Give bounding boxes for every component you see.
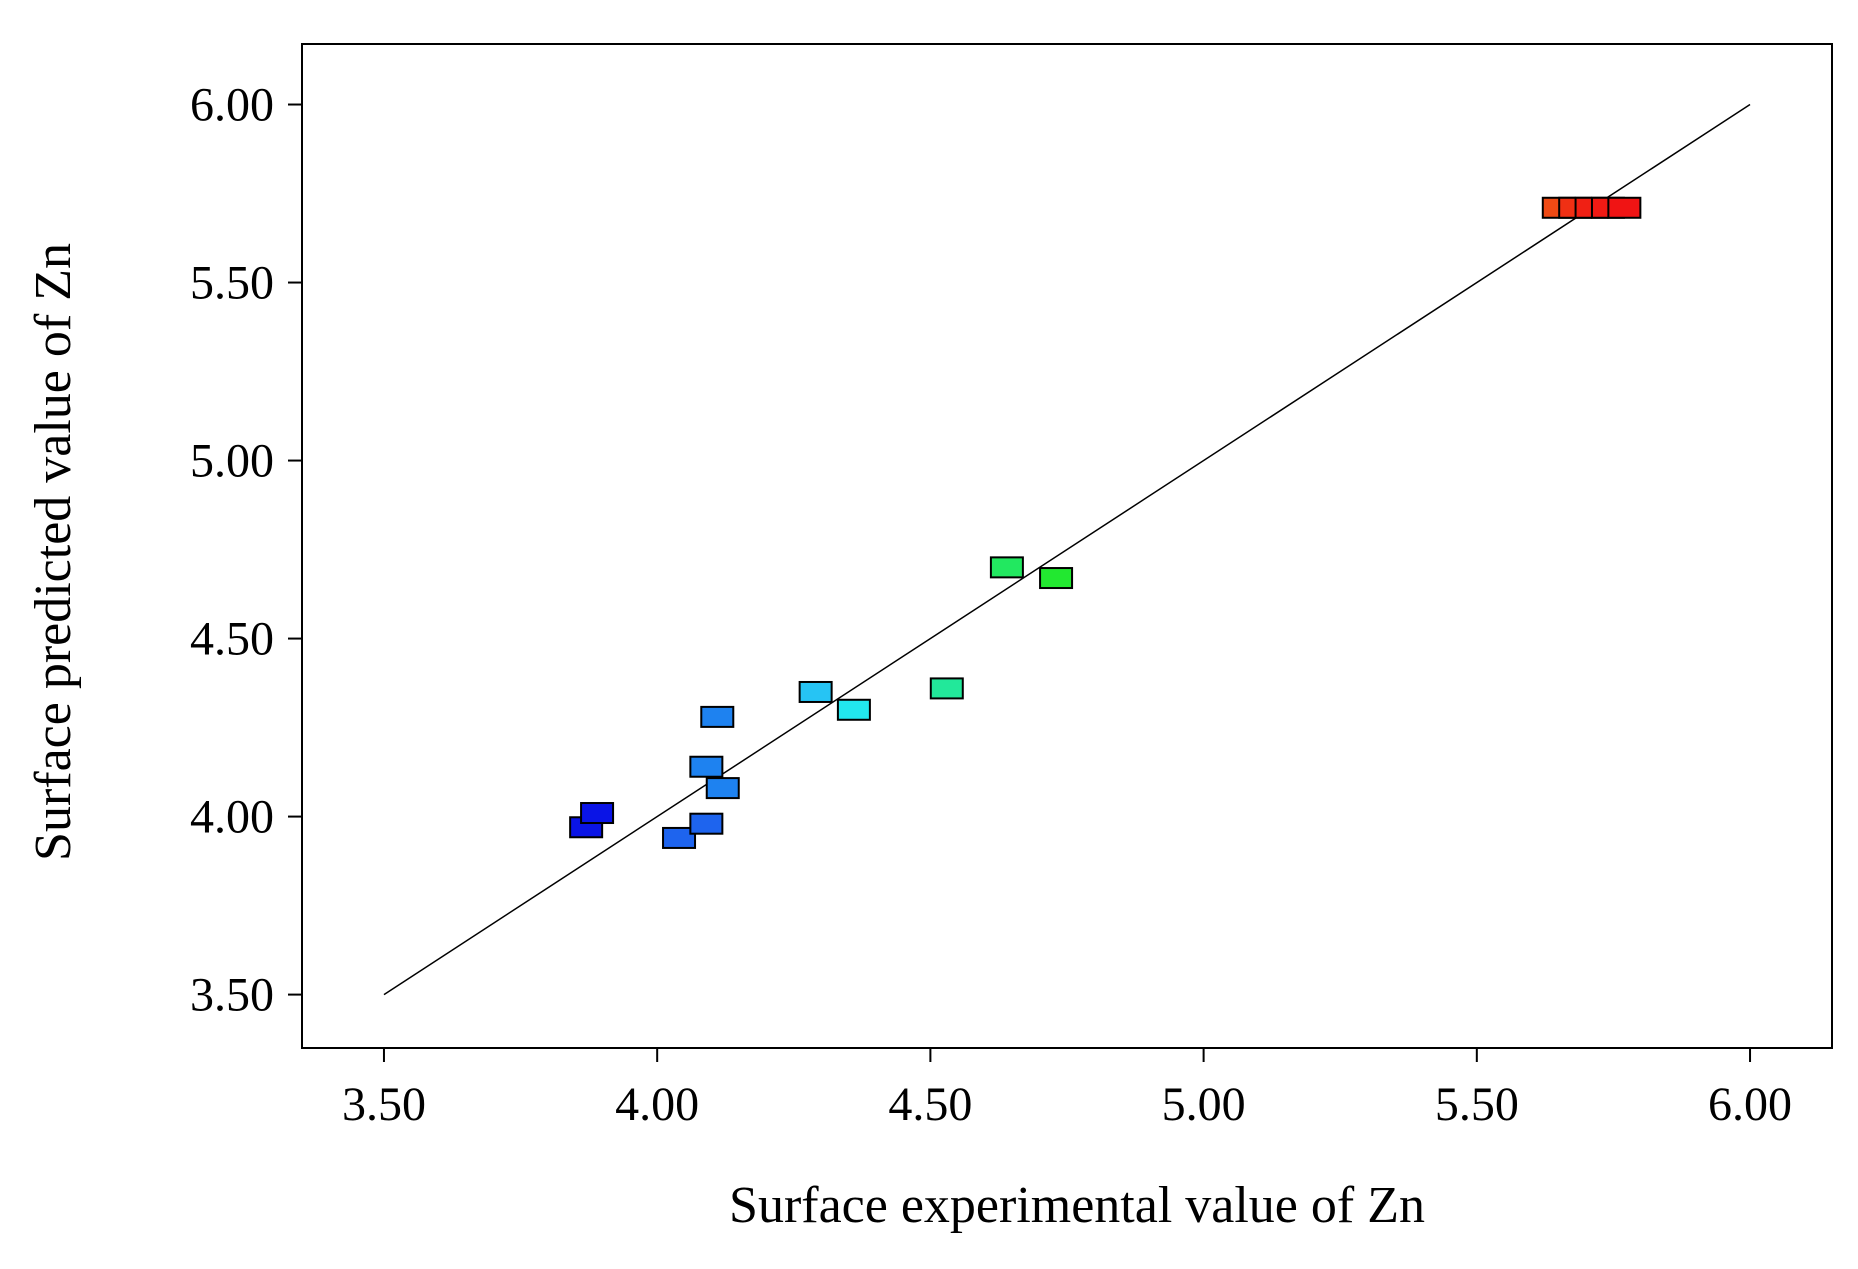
reference-line-y-equals-x <box>383 103 1751 996</box>
x-tick-label: 6.00 <box>1708 1078 1792 1131</box>
x-axis-title: Surface experimental value of Zn <box>729 1177 1425 1234</box>
data-point <box>929 677 964 700</box>
y-tick-label: 6.00 <box>190 79 274 132</box>
data-point <box>798 680 833 703</box>
x-tick-label: 5.50 <box>1435 1078 1519 1131</box>
plot-area-frame <box>301 43 1833 1049</box>
data-point <box>1607 196 1642 219</box>
y-tick-label: 5.50 <box>190 257 274 310</box>
y-axis-title: Surface predicted value of Zn <box>25 243 82 861</box>
data-point <box>689 755 724 778</box>
reference-line-layer <box>383 103 1751 996</box>
y-tick-label: 5.00 <box>190 435 274 488</box>
x-tick-label: 4.50 <box>888 1078 972 1131</box>
x-tick-label: 4.00 <box>615 1078 699 1131</box>
y-axis-ticks: 3.50 4.00 4.50 5.00 5.50 6.00 <box>190 79 302 1022</box>
data-point <box>836 698 871 721</box>
data-point <box>700 705 735 728</box>
x-axis-ticks: 3.50 4.00 4.50 5.00 5.50 6.00 <box>342 1048 1792 1131</box>
x-tick-label: 5.00 <box>1162 1078 1246 1131</box>
data-point <box>1039 567 1074 590</box>
data-points-layer <box>569 196 1642 849</box>
data-point <box>705 777 740 800</box>
x-tick-label: 3.50 <box>342 1078 426 1131</box>
y-tick-label: 3.50 <box>190 969 274 1022</box>
data-point <box>989 556 1024 579</box>
data-point <box>662 826 697 849</box>
data-point <box>580 802 615 825</box>
y-tick-label: 4.00 <box>190 791 274 844</box>
y-tick-label: 4.50 <box>190 613 274 666</box>
data-point <box>689 812 724 835</box>
